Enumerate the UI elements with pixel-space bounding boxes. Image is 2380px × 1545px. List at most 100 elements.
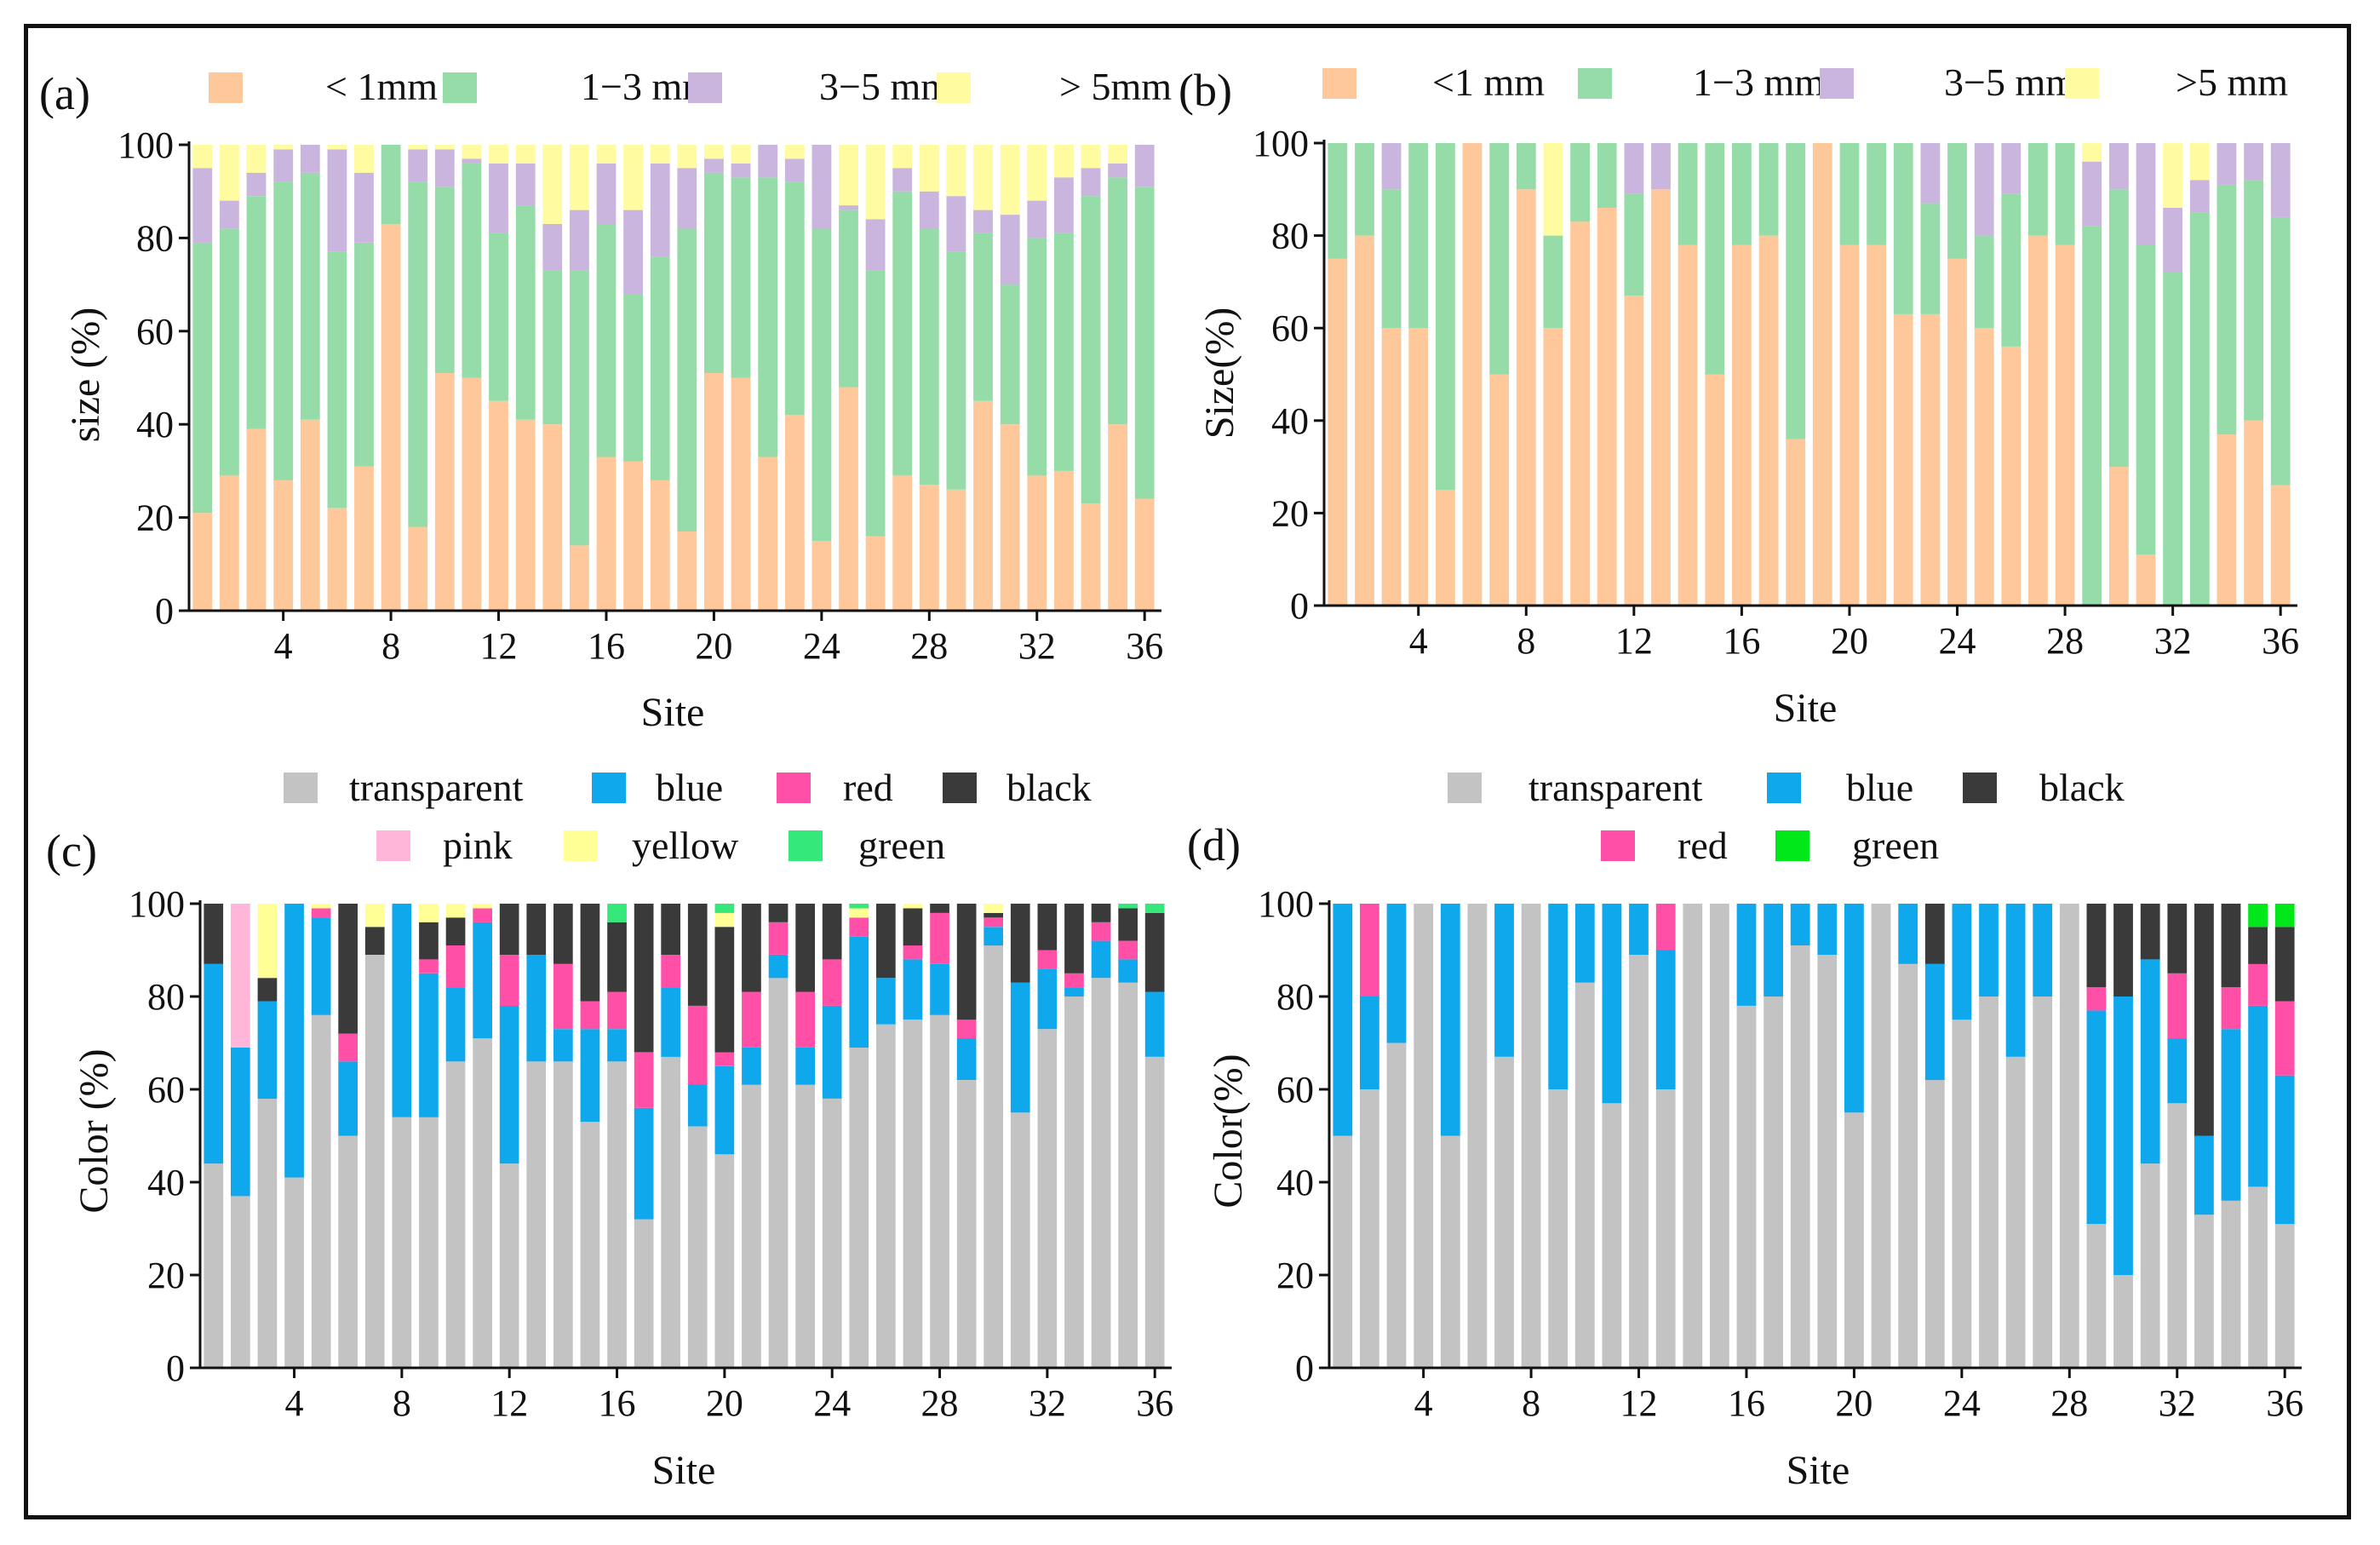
bar-d-site20-blue — [1844, 904, 1864, 1113]
bar-b-site2-13mm — [1355, 143, 1374, 236]
bar-a-site7-5mm — [354, 145, 374, 173]
bar-c-site14-red — [553, 963, 573, 1030]
x-axis-title-b: Site — [1774, 686, 1838, 731]
bar-a-site21-13mm — [731, 177, 751, 378]
bar-a-site8-1mm — [381, 224, 401, 611]
bar-c-site29-blue — [956, 1038, 977, 1080]
bar-c-site30-blue — [984, 927, 1003, 946]
legend-swatch-d-transparent — [1448, 772, 1482, 803]
bar-c-site5-blue — [311, 917, 331, 1015]
bar-c-site20-yellow — [714, 912, 735, 928]
bar-b-site28-1mm — [2055, 244, 2075, 606]
legend-swatch-d-blue — [1767, 772, 1801, 803]
bar-c-site26-blue — [876, 978, 896, 1025]
legend-swatch-d-green — [1775, 830, 1809, 861]
bar-a-site12-5mm — [489, 145, 508, 164]
bar-c-site24-red — [822, 959, 842, 1006]
bar-a-site21-5mm — [731, 145, 751, 164]
legend-label-c-pink: pink — [443, 824, 513, 867]
bar-a-site7-1mm — [354, 466, 374, 611]
bar-a-site18-13mm — [650, 256, 670, 480]
bar-d-site1-transparent — [1333, 1135, 1353, 1368]
bar-b-site12-13mm — [1624, 193, 1644, 296]
legend-label-d-red: red — [1677, 824, 1728, 867]
bar-d-site18-transparent — [1790, 945, 1810, 1368]
bar-b-site14-1mm — [1677, 244, 1698, 606]
bar-c-site19-transparent — [687, 1126, 708, 1368]
bar-d-site3-transparent — [1386, 1042, 1407, 1368]
bar-d-site19-blue — [1817, 904, 1838, 955]
legend-label-a-1mm: < 1mm — [325, 65, 438, 108]
bar-c-site2-pink — [231, 904, 250, 1048]
bar-d-site17-transparent — [1763, 996, 1783, 1368]
bar-b-site23-1mm — [1920, 313, 1941, 606]
bar-c-site5-red — [311, 908, 331, 918]
bar-b-site30-13mm — [2109, 189, 2129, 468]
bar-d-site21-transparent — [1871, 904, 1891, 1368]
bar-c-site30-yellow — [984, 904, 1003, 913]
bar-a-site1-1mm — [192, 513, 213, 611]
x-tick-label-c: 8 — [393, 1382, 411, 1424]
bar-b-site3-35mm — [1381, 143, 1402, 190]
legend-label-c-blue: blue — [656, 766, 723, 809]
bar-a-site15-5mm — [570, 145, 589, 210]
x-tick-label-b: 4 — [1409, 620, 1428, 662]
bar-c-site35-black — [1118, 908, 1138, 941]
x-tick-label-d: 4 — [1414, 1382, 1433, 1424]
plot-d: 0 20 40 60 80 100 4 8 12 16 20 24 28 32 36 transparent b… — [1258, 766, 2303, 1424]
bar-a-site32-1mm — [1027, 475, 1047, 611]
bar-d-site2-red — [1360, 904, 1379, 996]
bar-a-site26-13mm — [865, 270, 886, 537]
bar-a-site13-35mm — [515, 163, 536, 206]
bar-c-site1-transparent — [204, 1163, 224, 1368]
bar-a-site10-5mm — [434, 145, 455, 150]
bar-a-site32-35mm — [1027, 200, 1047, 238]
x-axis-title-a: Site — [641, 690, 705, 735]
bar-b-site9-1mm — [1543, 328, 1563, 606]
bar-c-site15-red — [580, 1001, 600, 1030]
bar-b-site26-13mm — [2001, 193, 2022, 347]
bar-b-site35-13mm — [2244, 180, 2263, 421]
bar-d-site10-blue — [1574, 904, 1595, 983]
bar-a-site25-13mm — [839, 210, 858, 388]
bar-a-site15-35mm — [570, 210, 589, 271]
x-tick-label-c: 24 — [813, 1382, 851, 1424]
bar-c-site33-red — [1064, 973, 1084, 988]
bar-d-site31-transparent — [2140, 1163, 2160, 1368]
bar-d-site18-blue — [1790, 904, 1810, 945]
bar-c-site29-transparent — [956, 1080, 977, 1368]
bar-c-site9-black — [419, 922, 439, 960]
bar-a-site20-5mm — [704, 145, 724, 159]
bar-a-site9-5mm — [408, 145, 428, 150]
bar-c-site17-blue — [634, 1107, 654, 1220]
bar-a-site21-35mm — [731, 163, 751, 178]
y-tick-label-c: 20 — [147, 1255, 185, 1296]
bar-b-site18-1mm — [1786, 439, 1806, 606]
bar-a-site33-35mm — [1054, 177, 1074, 233]
bar-a-site32-13mm — [1027, 238, 1047, 476]
bar-a-site34-35mm — [1081, 168, 1101, 197]
panel-label-c: (c) — [46, 825, 97, 876]
bar-d-site1-blue — [1333, 904, 1353, 1136]
bar-c-site36-black — [1144, 912, 1165, 992]
bar-c-site27-yellow — [903, 904, 923, 909]
bar-b-site31-35mm — [2136, 143, 2156, 245]
bar-d-site9-transparent — [1548, 1089, 1569, 1368]
bar-c-site16-transparent — [607, 1061, 627, 1368]
bar-c-site22-blue — [768, 955, 789, 979]
bar-d-site11-blue — [1602, 904, 1622, 1104]
bar-b-site23-13mm — [1920, 203, 1941, 314]
bar-d-site22-blue — [1898, 904, 1918, 964]
bar-d-site13-red — [1655, 904, 1676, 951]
bar-d-site36-green — [2274, 904, 2295, 928]
legend-swatch-a-13mm — [443, 72, 477, 103]
bar-b-site32-35mm — [2163, 208, 2182, 273]
bar-c-site28-blue — [930, 963, 949, 1015]
bar-c-site20-red — [714, 1052, 735, 1066]
bar-b-site18-13mm — [1786, 143, 1806, 439]
bar-a-site10-1mm — [434, 373, 455, 611]
bar-d-site25-blue — [1979, 904, 1999, 996]
bar-c-site11-red — [473, 908, 492, 922]
bar-a-site3-5mm — [246, 145, 267, 173]
bar-a-site4-1mm — [273, 480, 294, 611]
